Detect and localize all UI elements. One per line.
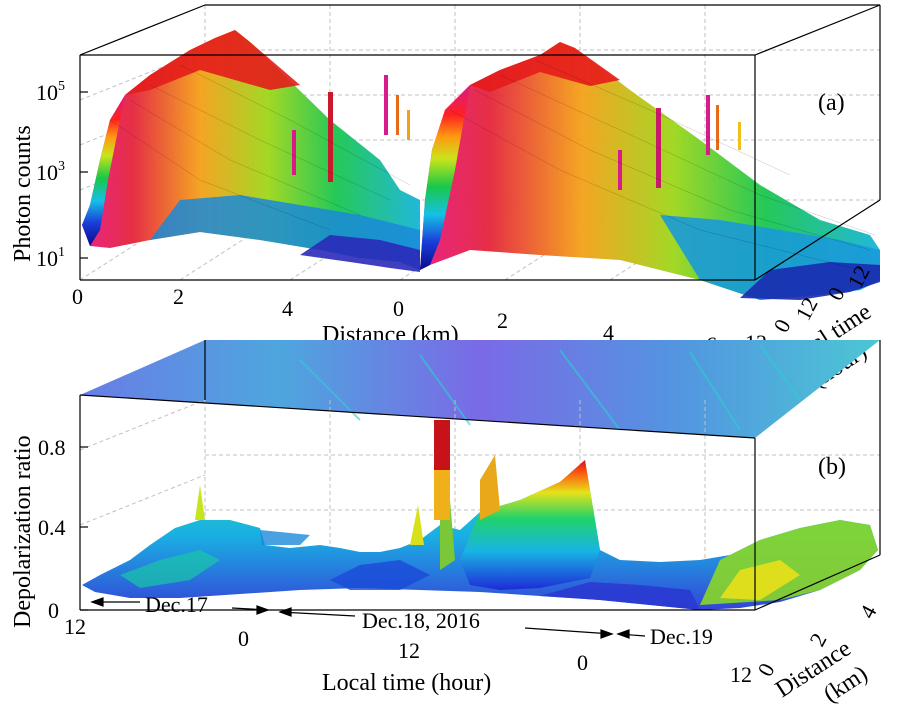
day-arrows bbox=[90, 597, 646, 639]
ylabel-a: Photon counts bbox=[10, 125, 36, 262]
day-label-dec19: Dec.19 bbox=[650, 624, 713, 649]
ytick-a-2: 105 bbox=[36, 79, 65, 105]
panel-a-surface bbox=[82, 30, 880, 300]
xtick-b-2: 12 bbox=[398, 638, 420, 663]
xtick-b-1: 0 bbox=[238, 626, 249, 651]
ytick-b-2: 0.8 bbox=[38, 435, 66, 460]
panel-a-yticks bbox=[80, 91, 88, 259]
ytick-a-1: 103 bbox=[36, 159, 65, 185]
xtick-b-0: 12 bbox=[64, 614, 86, 639]
day-label-dec18: Dec.18, 2016 bbox=[362, 608, 480, 633]
surface-ramp-1 bbox=[82, 30, 420, 270]
panel-b-label: (b) bbox=[818, 454, 846, 480]
depth-tick-b-2: 4 bbox=[854, 601, 881, 622]
depth-tick-b-0: 0 bbox=[752, 659, 779, 680]
ylabel-b: Depolarization ratio bbox=[10, 435, 36, 628]
depth-tick-a-1: 0 bbox=[768, 315, 795, 336]
xtick-a-1: 2 bbox=[173, 284, 184, 309]
xtick-a-2: 4 bbox=[282, 296, 293, 321]
ytick-a-0: 101 bbox=[36, 245, 65, 271]
xtick-a-4: 2 bbox=[497, 308, 508, 333]
xtick-a-0: 0 bbox=[72, 284, 83, 309]
panel-b: 0 0.4 0.8 Depolarization ratio Dec.17 De… bbox=[10, 340, 882, 708]
panel-a: 101 103 105 Photon counts 0 2 4 0 2 4 6 … bbox=[10, 4, 881, 393]
ytick-b-1: 0.4 bbox=[38, 515, 66, 540]
xtick-b-3: 0 bbox=[577, 650, 588, 675]
panel-b-box bbox=[79, 340, 881, 611]
xtick-b-4: 12 bbox=[730, 662, 752, 687]
panel-a-label: (a) bbox=[818, 90, 845, 116]
panel-b-top-plane bbox=[80, 340, 880, 438]
xtick-a-5: 4 bbox=[603, 320, 614, 345]
panel-b-surface bbox=[82, 420, 878, 610]
day-label-dec17: Dec.17 bbox=[145, 592, 208, 617]
xlabel-b: Local time (hour) bbox=[322, 670, 491, 696]
ytick-b-0: 0 bbox=[48, 598, 59, 623]
xtick-a-3: 0 bbox=[393, 296, 404, 321]
surface-spikes bbox=[292, 75, 741, 190]
